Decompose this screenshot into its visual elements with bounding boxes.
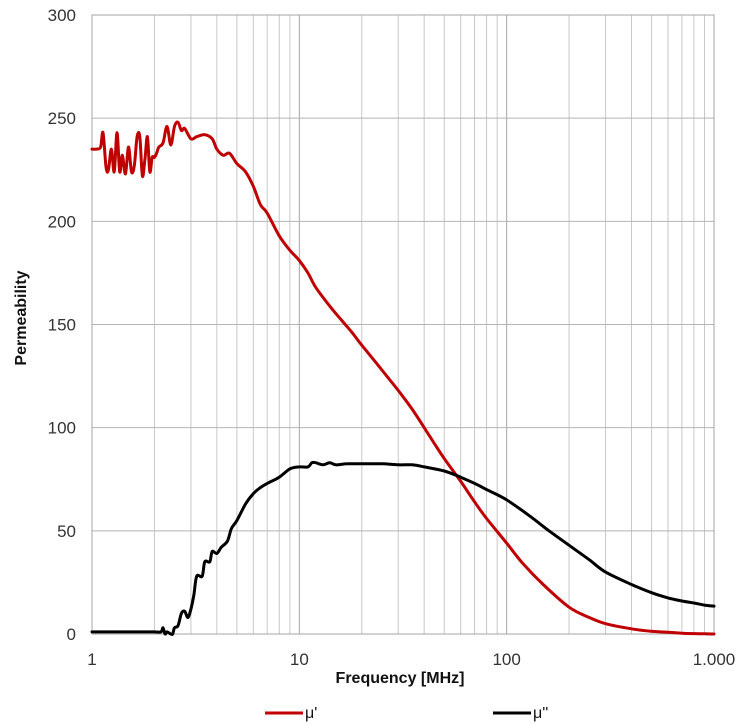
y-tick-label: 50 bbox=[57, 522, 76, 541]
y-axis-title: Permeability bbox=[13, 270, 30, 365]
plot-area-frame bbox=[91, 14, 715, 635]
y-tick-label: 250 bbox=[48, 109, 76, 128]
x-tick-label: 10 bbox=[290, 650, 309, 669]
legend: μ' μ'' bbox=[265, 705, 548, 722]
y-axis-ticks: 0 50 100 150 200 250 300 bbox=[48, 6, 76, 644]
y-tick-label: 100 bbox=[48, 419, 76, 438]
y-tick-label: 0 bbox=[67, 625, 76, 644]
legend-label-mu-double-prime: μ'' bbox=[533, 705, 548, 722]
x-tick-label: 1.000 bbox=[693, 650, 736, 669]
legend-label-mu-prime: μ' bbox=[305, 705, 317, 722]
y-tick-label: 200 bbox=[48, 212, 76, 231]
series-line-mu-prime bbox=[90, 120, 716, 636]
x-tick-label: 1 bbox=[87, 650, 96, 669]
x-tick-label: 100 bbox=[492, 650, 520, 669]
x-axis-title: Frequency [MHz] bbox=[336, 670, 465, 687]
major-gridlines bbox=[91, 14, 715, 635]
series-line-mu-double-prime bbox=[90, 460, 716, 637]
series-layer bbox=[90, 120, 716, 637]
y-tick-label: 300 bbox=[48, 6, 76, 25]
y-tick-label: 150 bbox=[48, 316, 76, 335]
x-axis-ticks: 1 10 100 1.000 bbox=[87, 650, 735, 669]
